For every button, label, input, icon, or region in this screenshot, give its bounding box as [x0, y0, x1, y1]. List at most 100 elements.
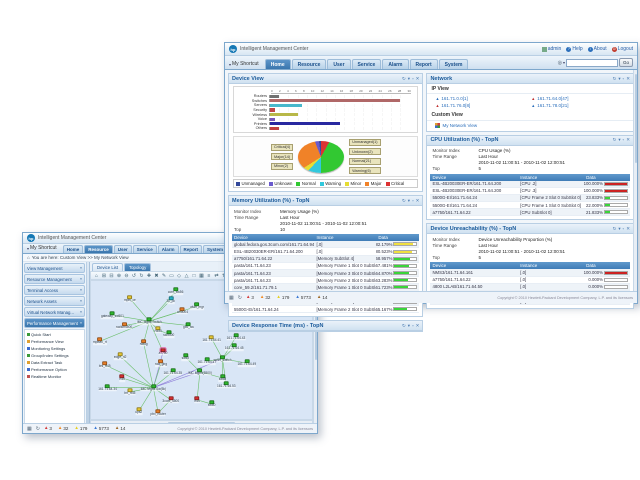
tab-resource[interactable]: Resource [84, 245, 113, 253]
table-row[interactable]: ESL-4B20030ER-ER/161.71.64.200 [.0] 80.523… [232, 247, 420, 256]
toolbar-icon[interactable]: ⌂ [94, 272, 99, 279]
panel-header[interactable]: Device Unreachability (%) - TopN ↻ ▾ ▫ ✕ [427, 224, 633, 235]
topology-node[interactable]: 161.71.64.49 [237, 359, 257, 367]
device-cell[interactable]: a7750/161.71.64.22 [232, 255, 315, 263]
topology-node[interactable]: sw5500 [163, 330, 175, 339]
refresh-icon[interactable]: ↻ [612, 225, 617, 231]
tab-service[interactable]: Service [351, 59, 382, 69]
bar[interactable] [270, 122, 340, 126]
alarm-count-major[interactable]: ▲ 32 [260, 295, 270, 300]
user-menu[interactable]: admin [541, 46, 561, 52]
alarm-count-info[interactable]: ▲ 14 [115, 426, 125, 431]
topology-node[interactable]: a7750 [158, 347, 168, 356]
bar[interactable] [270, 103, 303, 108]
refresh-icon[interactable]: ↻ [402, 197, 406, 203]
scrollbar-thumb[interactable] [314, 310, 317, 360]
chevron-down-icon[interactable]: ▾ [562, 60, 565, 65]
topology-node[interactable]: rt44 [194, 396, 200, 404]
sidebar-item-virtual-network-manag-[interactable]: Virtual Network Manag... » [24, 307, 85, 317]
table-row[interactable]: pasta/161.71.64.23 [Memory Frame 1 Slot 0… [232, 262, 420, 271]
sidebar-item-network-assets[interactable]: Network Assets » [24, 296, 85, 306]
help-link[interactable]: ? Help [566, 46, 583, 52]
panel-header[interactable]: Network ↻ ▾ ▫ ✕ [427, 74, 633, 84]
view-link[interactable]: ▲ 161.71.78.0[21] [531, 103, 625, 108]
topology-node[interactable]: swt_gbg [155, 359, 167, 367]
topology-node[interactable]: sw45 [181, 353, 190, 361]
bar[interactable] [270, 117, 275, 121]
close-icon[interactable]: ✕ [626, 137, 630, 142]
restore-icon[interactable]: ▫ [412, 322, 414, 328]
alarm-count-info[interactable]: ▲ 14 [317, 295, 327, 300]
table-row[interactable]: 5500G-EI/161.71.64.24 [CPU Frame 1 Slot 0… [430, 201, 630, 210]
view-link[interactable]: My Network View [435, 122, 529, 128]
table-row[interactable]: a7750/161.71.64.22 [Memory SubSlot 4] 68.9… [232, 255, 420, 263]
device-cell[interactable]: ESL-4B20030ER-ER/161.71.64.200 [430, 187, 519, 195]
toolbar-icon[interactable]: ⇄ [214, 272, 219, 279]
topology-node[interactable]: pbx_router [150, 409, 166, 417]
table-row[interactable]: NMS3/161.71.64.161 [.0] 100.000% [430, 269, 630, 277]
topology-node[interactable]: 161.71.64.34 [98, 383, 117, 392]
my-shortcut-menu[interactable]: ▾ My Shortcut [27, 245, 57, 253]
alarm-count-critical[interactable]: ▲ 3 [44, 426, 52, 431]
restore-icon[interactable]: ▫ [622, 75, 625, 81]
topology-node[interactable]: 161.71.64.45 [224, 343, 244, 352]
table-row[interactable]: 5500G-EI/161.71.64.24 [Memory Frame 2 Slo… [232, 305, 420, 314]
submenu-item-realtime-monitor[interactable]: Realtime Monitor [26, 373, 83, 380]
panel-header[interactable]: CPU Utilization (%) - TopN ↻ ▾ ▫ ✕ [427, 135, 633, 146]
collapse-icon[interactable]: ▾ [618, 137, 621, 142]
toolbar-icon[interactable]: △ [184, 272, 189, 279]
topology-node[interactable]: core_sw56 [167, 287, 184, 296]
close-icon[interactable]: ✕ [626, 75, 630, 81]
tab-service[interactable]: Service [132, 245, 157, 253]
topology-node[interactable]: brs_rt45 [98, 361, 111, 369]
bar[interactable] [270, 108, 275, 112]
collapse-icon[interactable]: ▾ [407, 322, 411, 328]
search-input[interactable] [565, 58, 618, 67]
alarm-count-major[interactable]: ▲ 32 [58, 426, 68, 431]
topology-node[interactable]: mplsec_rt [92, 337, 107, 346]
topology-node[interactable]: mpls_ce [123, 294, 136, 303]
device-cell[interactable]: ESL-4B20030ER-ER/161.71.64.200 [430, 180, 519, 188]
device-cell[interactable]: NMS3/161.71.64.161 [430, 269, 519, 277]
tab-system[interactable]: System [438, 59, 469, 69]
topology-node[interactable]: 161.71.64.41 [202, 334, 221, 343]
collapse-icon[interactable]: ▾ [407, 75, 411, 81]
device-cell[interactable]: a7750/161.71.64.22 [430, 276, 519, 284]
tab-report[interactable]: Report [409, 59, 438, 69]
tab-user[interactable]: User [113, 245, 132, 253]
bar[interactable] [270, 126, 280, 131]
collapse-icon[interactable]: ▾ [407, 197, 411, 203]
close-icon[interactable]: ✕ [626, 225, 630, 231]
sidebar-splitter[interactable] [87, 262, 90, 425]
alarm-count-minor[interactable]: ▲ 179 [74, 426, 87, 431]
collapse-icon[interactable]: ▾ [618, 225, 621, 231]
table-row[interactable]: ESL-4B20030ER-ER/161.71.64.200 [CPU .2] 10… [430, 180, 630, 188]
toolbar-icon[interactable]: ⊖ [124, 272, 129, 279]
panel-header[interactable]: Memory Utilization (%) - TopN ↻ ▾ ▫ ✕ [229, 196, 423, 207]
topology-node[interactable]: IMC Mgmt Sw(5k) [140, 383, 167, 392]
topology-node[interactable]: IMC Mgmt(5500) [187, 368, 212, 376]
alarm-count-minor[interactable]: ▲ 179 [276, 295, 289, 300]
refresh-icon[interactable]: ↻ [237, 294, 242, 301]
table-row[interactable]: a7750/161.71.64.22 [CPU SubSlot 0] 21.833% [430, 208, 630, 217]
refresh-icon[interactable]: ↻ [35, 425, 40, 432]
toolbar-icon[interactable]: ⊟ [109, 272, 114, 279]
sidebar-item-performance-management[interactable]: Performance Management» [24, 318, 85, 328]
bar[interactable] [270, 94, 280, 98]
restore-icon[interactable]: ▫ [622, 137, 625, 142]
logout-link[interactable]: ⏼ Logout [611, 46, 633, 52]
submenu-item-group-index-settings[interactable]: Group/Index Settings [26, 352, 83, 359]
device-cell[interactable]: a7750/161.71.64.22 [430, 208, 519, 217]
sidebar-item-view-management[interactable]: View Management » [24, 263, 85, 273]
close-icon[interactable]: ✕ [415, 197, 420, 203]
tab-alarm[interactable]: Alarm [157, 245, 179, 253]
tab-topology[interactable]: Topology [124, 263, 152, 271]
alarm-count-critical[interactable]: ▲ 3 [246, 295, 254, 300]
view-link[interactable]: ▲ 161.71.64.0[47] [531, 96, 625, 101]
toolbar-icon[interactable]: ↻ [139, 272, 144, 279]
tab-device-list[interactable]: Device List [92, 263, 124, 271]
network-icon[interactable]: ▦ [229, 294, 234, 301]
topology-node[interactable]: edge_rt2 [113, 352, 127, 360]
submenu-item-monitoring-settings[interactable]: Monitoring Settings [26, 345, 83, 352]
bar[interactable] [270, 99, 400, 103]
